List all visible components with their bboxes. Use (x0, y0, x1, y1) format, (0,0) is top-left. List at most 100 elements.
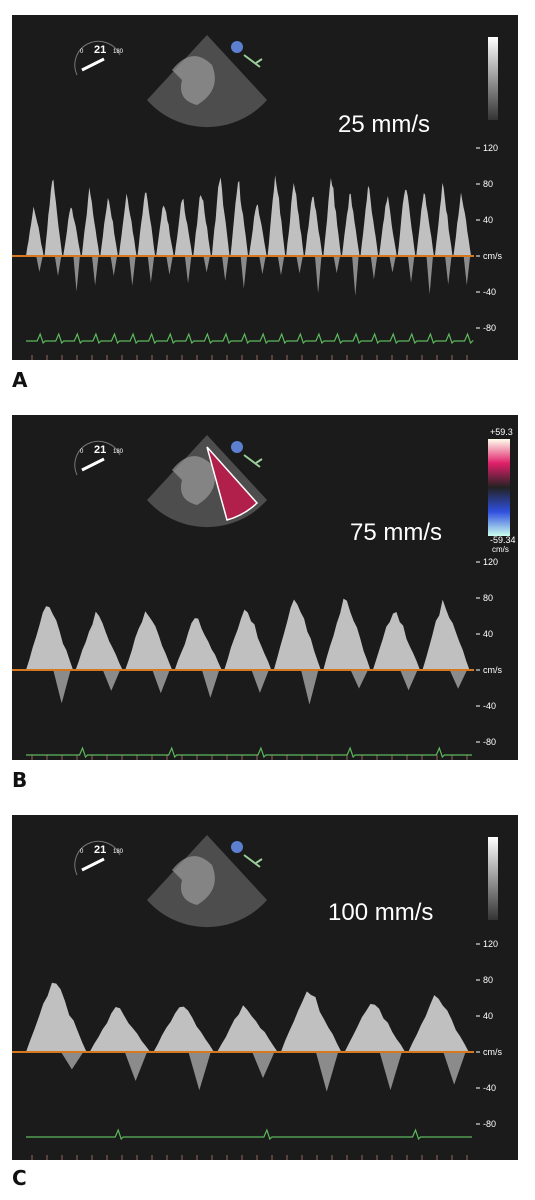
doppler-reverse (203, 256, 210, 273)
colorbar-unit: cm/s (492, 545, 509, 554)
doppler-reverse (54, 256, 62, 276)
echo-structure (172, 456, 215, 505)
doppler-envelope (26, 206, 44, 256)
doppler-reverse (252, 1052, 275, 1079)
angle-start: 0 (80, 49, 84, 55)
angle-needle (81, 57, 105, 72)
doppler-envelope (397, 189, 416, 256)
doppler-envelope (249, 204, 267, 256)
panel-label: C (12, 1166, 27, 1190)
doppler-envelope (211, 177, 230, 256)
scale-label: 80 (483, 179, 493, 189)
grayscale-bar (488, 837, 498, 920)
doppler-envelope (372, 611, 420, 670)
colorbar-top: +59.3 (490, 427, 513, 437)
angle-end: 180 (113, 49, 124, 55)
doppler-envelope (89, 1006, 151, 1052)
doppler-envelope (193, 195, 211, 256)
angle-end: 180 (113, 449, 124, 455)
doppler-envelope (224, 609, 272, 670)
scale-label: 80 (483, 975, 493, 985)
angle-dial (74, 440, 121, 476)
doppler-envelope (422, 599, 470, 670)
doppler-reverse (222, 256, 229, 281)
background (12, 815, 518, 1160)
probe-icon (231, 441, 243, 453)
angle-start: 0 (80, 449, 84, 455)
scale-label: 40 (483, 215, 493, 225)
doppler-reverse (443, 1052, 466, 1085)
probe-icon (231, 841, 243, 853)
doppler-reverse (301, 670, 319, 705)
doppler-envelope (156, 205, 174, 256)
ecg-trace (26, 1128, 472, 1141)
doppler-reverse (445, 256, 452, 285)
scale-label: 40 (483, 1011, 493, 1021)
probe-marker (243, 854, 263, 868)
scale-label: -40 (483, 1083, 496, 1093)
scale-label: 80 (483, 593, 493, 603)
doppler-reverse (407, 256, 415, 283)
doppler-reverse (449, 670, 468, 689)
angle-value: 21 (94, 44, 106, 56)
scale-label: cm/s (483, 251, 502, 261)
doppler-envelope (267, 175, 286, 256)
doppler-envelope (26, 982, 87, 1052)
doppler-reverse (333, 256, 341, 274)
doppler-envelope (125, 611, 173, 670)
doppler-envelope (408, 995, 469, 1052)
colorbar-bottom: -59.34 (490, 535, 516, 545)
angle-end: 180 (113, 849, 124, 855)
doppler-envelope (273, 599, 321, 670)
doppler-envelope (44, 179, 63, 256)
doppler-envelope (434, 182, 453, 256)
doppler-reverse (91, 256, 99, 286)
panel-a: 0 21 180 25 mm/s 120 80 40 cm/s -40 -80 (12, 15, 518, 360)
panel-label: A (12, 368, 28, 392)
background (12, 15, 518, 360)
angle-value: 21 (94, 844, 106, 856)
doppler-reverse (110, 256, 118, 276)
doppler-reverse (129, 256, 136, 286)
scale-label: -80 (483, 323, 496, 333)
doppler-reverse (350, 670, 368, 689)
doppler-reverse (296, 256, 303, 274)
doppler-envelope (75, 611, 123, 670)
doppler-reverse (315, 1052, 339, 1092)
scale-label: 120 (483, 557, 498, 567)
scale-label: 40 (483, 629, 493, 639)
doppler-reverse (201, 670, 220, 698)
doppler-envelope (453, 192, 472, 256)
doppler-envelope (81, 187, 100, 256)
scale-label: -80 (483, 1119, 496, 1129)
panel-c: 0 21 180 100 mm/s 120 80 40 cm/s -40 -80 (12, 815, 518, 1160)
scale-label: -80 (483, 737, 496, 747)
echo-structure (172, 856, 215, 905)
doppler-envelope (137, 192, 156, 256)
doppler-envelope (174, 198, 193, 256)
doppler-envelope (344, 1003, 406, 1052)
angle-start: 0 (80, 849, 84, 855)
doppler-reverse (463, 256, 471, 286)
doppler-reverse (352, 256, 359, 296)
doppler-reverse (73, 256, 80, 292)
doppler-envelope (379, 195, 397, 256)
doppler-reverse (426, 256, 433, 295)
doppler-reverse (124, 1052, 148, 1081)
doppler-reverse (61, 1052, 84, 1070)
scale-label: -40 (483, 701, 496, 711)
doppler-reverse (314, 256, 322, 294)
scale-label: 120 (483, 939, 498, 949)
scale-label: -40 (483, 287, 496, 297)
doppler-envelope (286, 182, 304, 256)
angle-dial (74, 840, 121, 876)
doppler-envelope (304, 196, 323, 256)
doppler-reverse (370, 256, 378, 280)
doppler-envelope (323, 177, 341, 256)
doppler-reverse (36, 256, 43, 272)
doppler-envelope (153, 1006, 214, 1052)
angle-needle (81, 857, 105, 872)
echo-structure (172, 56, 215, 105)
